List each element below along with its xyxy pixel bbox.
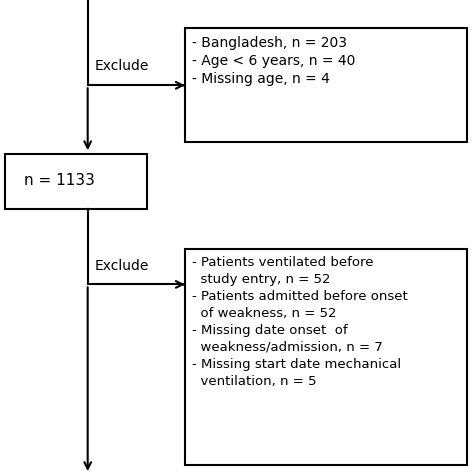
Text: - Patients ventilated before
  study entry, n = 52
- Patients admitted before on: - Patients ventilated before study entry…: [192, 256, 408, 388]
Text: Exclude: Exclude: [95, 59, 149, 73]
Text: - Bangladesh, n = 203
- Age < 6 years, n = 40
- Missing age, n = 4: - Bangladesh, n = 203 - Age < 6 years, n…: [192, 36, 356, 86]
Text: n = 1133: n = 1133: [24, 173, 95, 188]
FancyBboxPatch shape: [185, 249, 467, 465]
FancyBboxPatch shape: [185, 28, 467, 142]
Text: Exclude: Exclude: [95, 258, 149, 273]
FancyBboxPatch shape: [5, 154, 147, 209]
